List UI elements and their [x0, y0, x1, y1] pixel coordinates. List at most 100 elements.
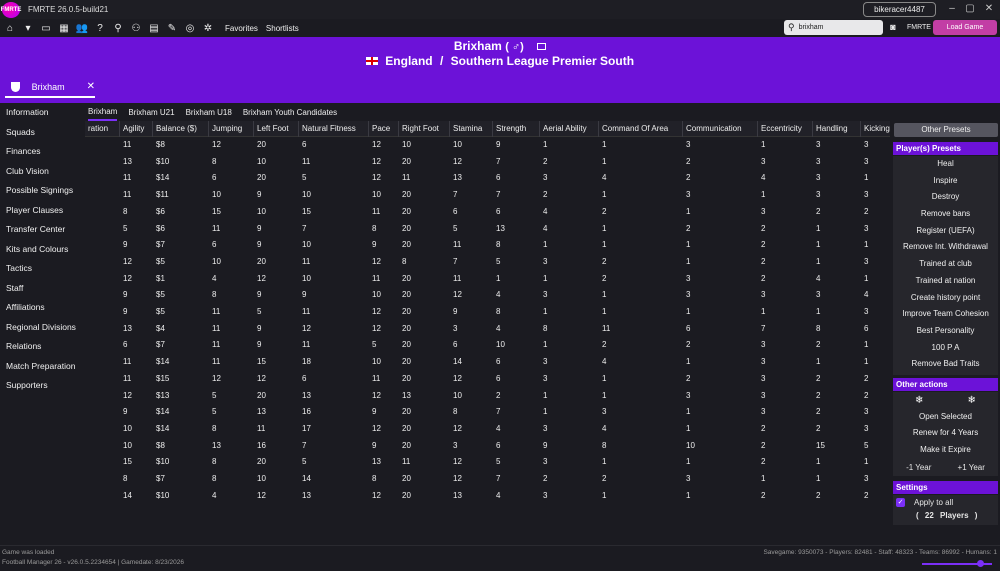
preset-remove-bad-traits[interactable]: Remove Bad Traits: [911, 359, 980, 369]
table-cell[interactable]: 1: [602, 490, 607, 500]
table-cell[interactable]: 2: [816, 490, 821, 500]
table-cell[interactable]: 11: [302, 156, 311, 166]
table-cell[interactable]: 5: [496, 457, 501, 467]
table-cell[interactable]: 3: [864, 474, 869, 483]
table-cell[interactable]: 3: [761, 290, 766, 300]
table-cell[interactable]: 3: [686, 290, 691, 300]
table-cell[interactable]: 9: [257, 190, 262, 200]
table-cell[interactable]: 20: [402, 357, 411, 367]
table-cell[interactable]: 2: [761, 273, 766, 283]
maximize-button[interactable]: ▢: [965, 3, 975, 14]
table-cell[interactable]: 2: [496, 390, 501, 400]
table-cell[interactable]: 1: [864, 340, 869, 350]
table-cell[interactable]: 1: [864, 173, 869, 183]
table-row[interactable]: 13 $10 8 10 11 12 20 12 7 2 1 2 3 3 3: [85, 154, 890, 171]
table-cell[interactable]: 11: [123, 173, 132, 183]
save-icon[interactable]: ▾: [25, 22, 31, 34]
table-cell[interactable]: 4: [543, 206, 548, 216]
table-cell[interactable]: 15: [816, 440, 825, 450]
table-cell[interactable]: 2: [602, 273, 607, 283]
column-header[interactable]: Eccentricity: [758, 121, 813, 137]
table-cell[interactable]: 11: [123, 373, 132, 383]
table-row[interactable]: 11 $11 10 9 10 10 20 7 7 2 1 3 1 3 3: [85, 187, 890, 204]
table-cell[interactable]: $6: [156, 206, 165, 216]
table-cell[interactable]: 11: [212, 357, 221, 367]
table-cell[interactable]: 11: [302, 256, 311, 266]
table-cell[interactable]: $10: [156, 457, 170, 467]
column-header[interactable]: Pace: [369, 121, 399, 137]
sidebar-item-finances[interactable]: Finances: [6, 146, 41, 156]
table-cell[interactable]: 2: [761, 490, 766, 500]
table-cell[interactable]: 9: [372, 440, 377, 450]
table-cell[interactable]: 7: [761, 323, 766, 333]
table-cell[interactable]: $13: [156, 390, 170, 400]
preset-best-personality[interactable]: Best Personality: [916, 325, 975, 335]
table-cell[interactable]: 1: [761, 190, 766, 200]
table-cell[interactable]: 2: [543, 156, 548, 166]
table-cell[interactable]: 1: [686, 307, 691, 316]
table-cell[interactable]: 3: [602, 407, 607, 417]
table-cell[interactable]: 1: [602, 290, 607, 300]
tab-brixham[interactable]: Brixham ✕: [5, 77, 95, 98]
renew-contract-button[interactable]: Renew for 4 Years: [912, 428, 979, 438]
table-cell[interactable]: 13: [402, 390, 411, 400]
close-tab-icon[interactable]: ✕: [86, 81, 95, 92]
table-cell[interactable]: 1: [543, 307, 548, 316]
table-cell[interactable]: 2: [686, 340, 691, 350]
table-cell[interactable]: 5: [372, 340, 377, 350]
table-cell[interactable]: 1: [602, 156, 607, 166]
table-cell[interactable]: 6: [864, 323, 869, 333]
table-cell[interactable]: 3: [686, 190, 691, 200]
person-walk-icon[interactable]: ⚲: [114, 22, 122, 34]
table-cell[interactable]: 13: [212, 440, 221, 450]
table-cell[interactable]: 13: [453, 173, 462, 183]
table-cell[interactable]: 5: [123, 223, 128, 233]
table-cell[interactable]: 12: [123, 390, 132, 400]
apply-to-all-checkbox[interactable]: ✓: [896, 497, 905, 507]
table-cell[interactable]: 3: [816, 140, 821, 149]
table-cell[interactable]: 10: [302, 240, 311, 250]
table-cell[interactable]: 3: [761, 357, 766, 367]
edit-icon[interactable]: ✎: [167, 22, 177, 34]
table-cell[interactable]: 2: [602, 474, 607, 483]
table-cell[interactable]: 14: [453, 357, 462, 367]
table-cell[interactable]: 10: [686, 440, 695, 450]
table-cell[interactable]: 12: [123, 256, 132, 266]
preset-trained-at-club[interactable]: Trained at club: [919, 259, 972, 269]
table-cell[interactable]: 3: [864, 307, 869, 316]
table-cell[interactable]: 2: [686, 156, 691, 166]
table-cell[interactable]: 3: [686, 390, 691, 400]
table-cell[interactable]: 18: [302, 357, 311, 367]
table-cell[interactable]: 3: [543, 256, 548, 266]
table-cell[interactable]: 8: [212, 156, 217, 166]
table-cell[interactable]: 5: [257, 307, 262, 316]
table-cell[interactable]: 1: [543, 340, 548, 350]
table-cell[interactable]: 10: [453, 390, 462, 400]
table-cell[interactable]: 1: [543, 273, 548, 283]
table-cell[interactable]: 4: [864, 290, 869, 300]
table-cell[interactable]: 12: [372, 256, 381, 266]
table-cell[interactable]: 9: [123, 290, 128, 300]
table-cell[interactable]: 12: [453, 423, 462, 433]
table-cell[interactable]: 3: [761, 390, 766, 400]
table-cell[interactable]: 3: [864, 423, 869, 433]
table-cell[interactable]: 11: [212, 223, 221, 233]
table-cell[interactable]: $15: [156, 373, 170, 383]
table-cell[interactable]: 1: [686, 240, 691, 250]
table-cell[interactable]: 11: [372, 373, 381, 383]
table-cell[interactable]: 6: [496, 173, 501, 183]
table-cell[interactable]: $14: [156, 423, 170, 433]
table-cell[interactable]: 11: [302, 307, 311, 316]
binoculars-icon[interactable]: ⚇: [131, 22, 141, 34]
table-cell[interactable]: 10: [257, 474, 266, 483]
table-cell[interactable]: 12: [372, 140, 381, 149]
sidebar-item-affiliations[interactable]: Affiliations: [6, 302, 45, 312]
sidebar-item-regional-divisions[interactable]: Regional Divisions: [6, 321, 76, 332]
table-cell[interactable]: 13: [496, 223, 505, 233]
country-name[interactable]: England: [385, 54, 433, 68]
preset-register-uefa[interactable]: Register (UEFA): [916, 225, 975, 235]
table-cell[interactable]: 13: [372, 457, 381, 467]
home-icon[interactable]: ⌂: [6, 22, 14, 34]
expire-contract-button[interactable]: Make it Expire: [920, 445, 971, 455]
table-cell[interactable]: 11: [453, 240, 462, 250]
